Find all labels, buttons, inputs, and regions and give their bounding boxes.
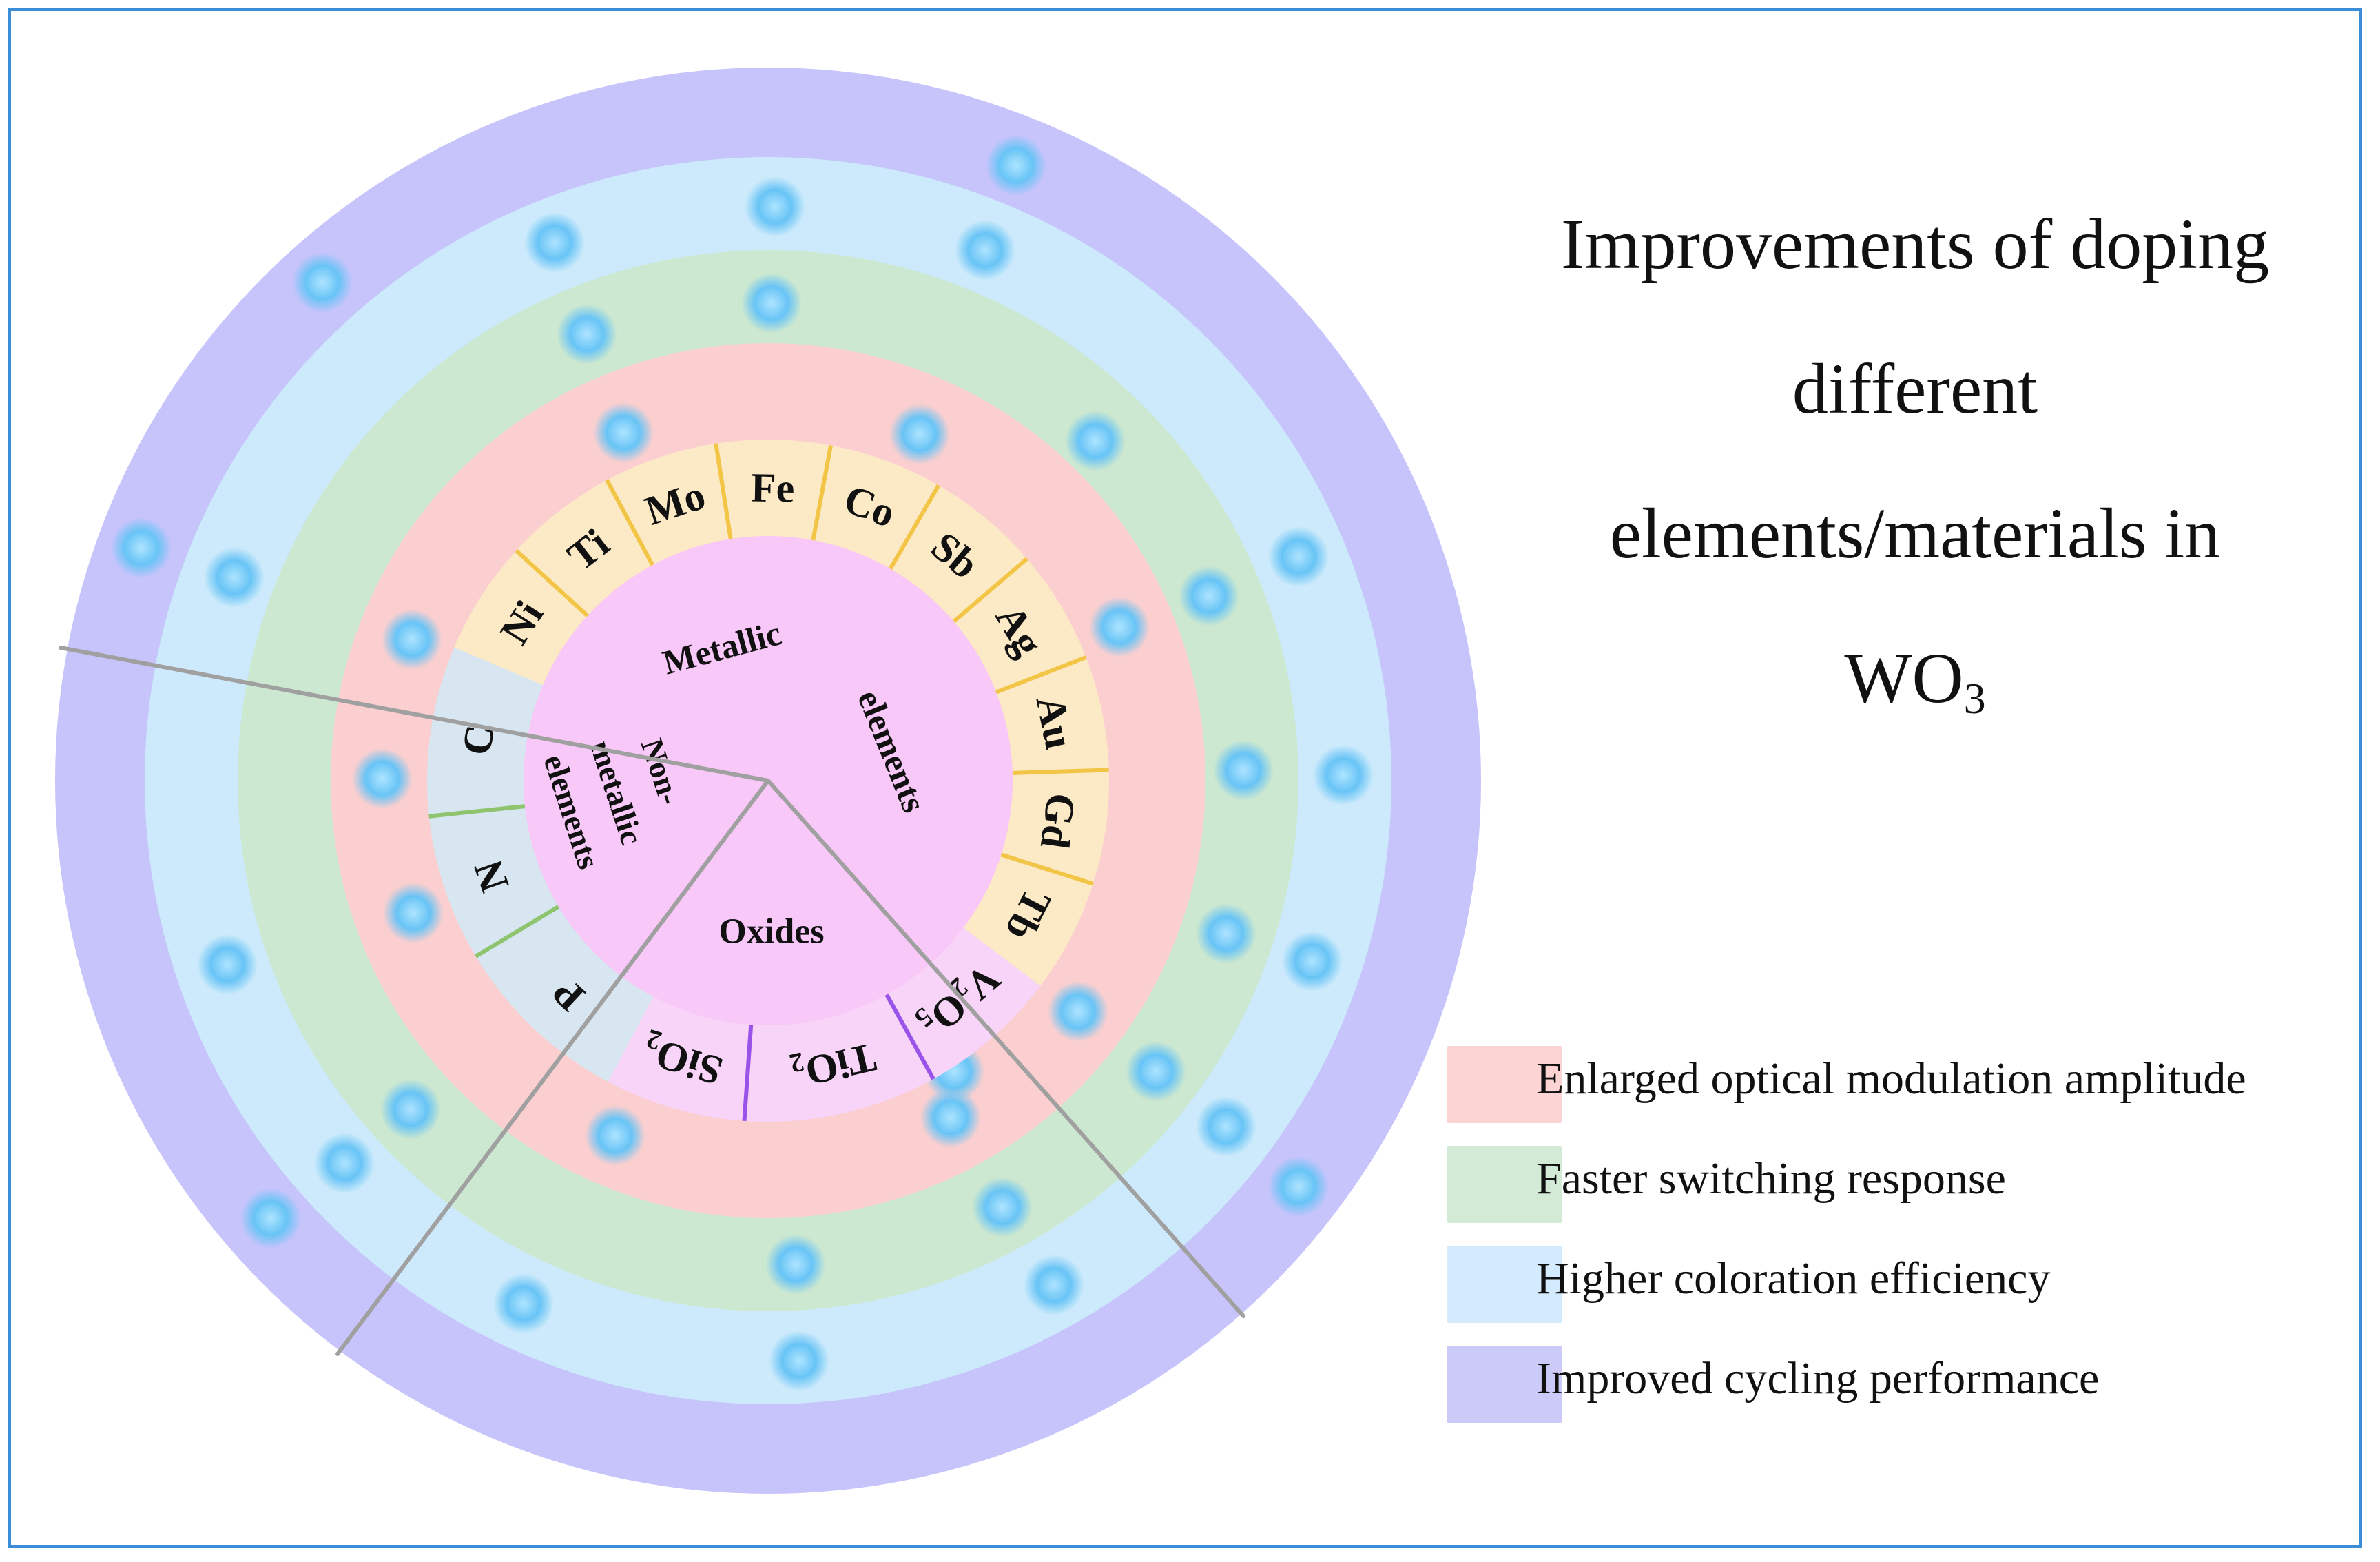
title-formula-subscript: 3	[1963, 674, 1986, 723]
decorative-dot	[240, 1188, 301, 1248]
band-divider	[952, 557, 1028, 624]
legend-item-optical: Enlarged optical modulation amplitude	[1447, 1040, 2342, 1140]
category-oxides: Oxides	[718, 912, 824, 952]
decorative-dot	[972, 1177, 1033, 1237]
decorative-dot	[1065, 411, 1126, 471]
title-line-2: different	[1792, 349, 2038, 429]
legend-item-cycling: Improved cycling performance	[1447, 1340, 2342, 1440]
decorative-dot	[352, 748, 413, 809]
decorative-dot	[1126, 1041, 1186, 1102]
legend-swatch-cycling	[1447, 1346, 1562, 1423]
element-au: Au	[1027, 692, 1082, 752]
decorative-dot	[769, 1330, 829, 1391]
band-divider	[742, 1024, 754, 1122]
band-divider	[428, 804, 526, 819]
element-fe: Fe	[751, 465, 795, 511]
figure-title: Improvements of doping different element…	[1502, 172, 2328, 751]
band-divider	[1012, 768, 1109, 775]
legend-swatch-optical	[1447, 1046, 1562, 1123]
nonmetal-band	[426, 647, 654, 1082]
decorative-dot	[557, 304, 617, 364]
decorative-dot	[1048, 981, 1108, 1042]
band-divider	[515, 549, 589, 617]
decorative-dot	[493, 1273, 554, 1334]
legend-swatch-coloration	[1447, 1246, 1562, 1323]
decorative-dot	[1282, 931, 1343, 991]
decorative-dot	[292, 252, 353, 313]
decorative-dot	[765, 1234, 826, 1295]
legend-swatch-switching	[1447, 1146, 1562, 1223]
sector-line-nonmetal-oxide	[335, 779, 770, 1356]
decorative-dot	[1024, 1255, 1084, 1315]
title-line-3: elements/materials in	[1609, 494, 2221, 573]
decorative-dot	[741, 273, 802, 333]
decorative-dot	[920, 1087, 981, 1148]
decorative-dot	[745, 176, 805, 237]
legend-label-coloration: Higher coloration efficiency	[1536, 1253, 2051, 1304]
decorative-dot	[1196, 1096, 1256, 1157]
decorative-dot	[314, 1133, 375, 1193]
title-formula: WO	[1844, 639, 1964, 718]
band-divider	[605, 479, 654, 566]
decorative-dot	[380, 1079, 441, 1140]
legend: Enlarged optical modulation amplitude Fa…	[1447, 1040, 2342, 1440]
legend-item-coloration: Higher coloration efficiency	[1447, 1240, 2342, 1340]
legend-label-cycling: Improved cycling performance	[1536, 1353, 2100, 1404]
band-divider	[811, 444, 834, 541]
title-line-4: WO3	[1502, 606, 2328, 751]
sector-line-metal-nonmetal	[59, 646, 770, 783]
decorative-dot	[889, 404, 950, 464]
title-line-1: Improvements of doping	[1560, 205, 2270, 284]
decorative-dot	[197, 934, 258, 995]
decorative-dot	[593, 402, 654, 463]
decorative-dot	[1213, 740, 1274, 801]
decorative-dot	[204, 547, 265, 608]
band-divider	[888, 484, 941, 571]
band-divider	[995, 655, 1087, 695]
decorative-dot	[1313, 745, 1374, 805]
decorative-dot	[524, 212, 585, 273]
band-divider	[1000, 852, 1094, 886]
decorative-dot	[111, 517, 172, 578]
decorative-dot	[955, 220, 1015, 280]
decorative-dot	[383, 883, 444, 943]
legend-label-switching: Faster switching response	[1536, 1153, 2006, 1204]
decorative-dot	[1089, 597, 1150, 657]
sector-line-oxide-metal	[766, 779, 1245, 1318]
decorative-dot	[1179, 566, 1239, 626]
legend-item-switching: Faster switching response	[1447, 1140, 2342, 1240]
band-divider	[714, 443, 733, 539]
decorative-dot	[382, 609, 442, 670]
element-gd: Gd	[1032, 790, 1084, 851]
decorative-dot	[1268, 1156, 1329, 1217]
decorative-dot	[986, 135, 1046, 196]
decorative-dot	[1268, 526, 1329, 587]
band-divider	[884, 994, 935, 1080]
legend-label-optical: Enlarged optical modulation amplitude	[1536, 1054, 2246, 1104]
decorative-dot	[585, 1105, 645, 1166]
band-divider	[475, 905, 560, 958]
metallic-band	[454, 440, 1109, 986]
decorative-dot	[1196, 903, 1256, 964]
